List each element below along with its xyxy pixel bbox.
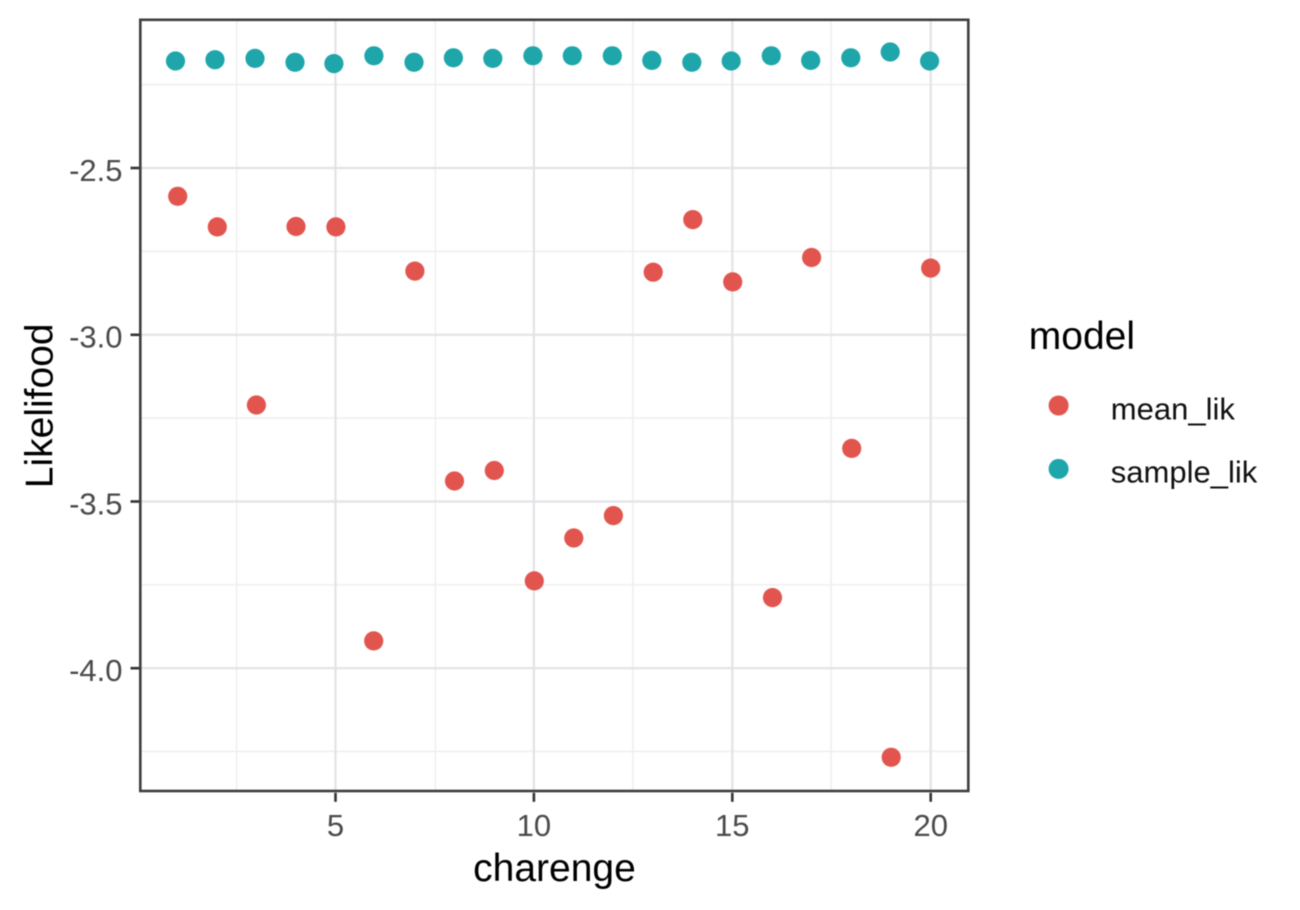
svg-text:-4.0: -4.0 (69, 653, 122, 688)
svg-text:sample_lik: sample_lik (1111, 455, 1258, 490)
svg-text:mean_lik: mean_lik (1111, 392, 1236, 427)
svg-text:-3.0: -3.0 (69, 320, 122, 355)
svg-text:20: 20 (913, 808, 947, 843)
svg-text:model: model (1029, 315, 1135, 358)
svg-text:10: 10 (517, 808, 551, 843)
svg-text:15: 15 (715, 808, 749, 843)
svg-text:-2.5: -2.5 (69, 153, 122, 188)
svg-text:Likelifood: Likelifood (19, 323, 62, 488)
svg-text:charenge: charenge (473, 847, 636, 890)
svg-text:-3.5: -3.5 (69, 486, 122, 521)
svg-text:5: 5 (327, 808, 344, 843)
